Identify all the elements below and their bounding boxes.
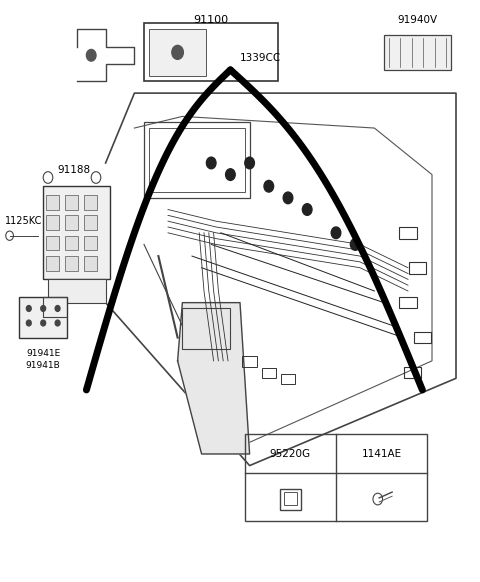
Text: 91940V: 91940V (397, 15, 438, 26)
Bar (65, 236, 78, 250)
Circle shape (172, 45, 183, 59)
Bar (262, 368, 276, 378)
Polygon shape (178, 303, 250, 454)
Bar (280, 489, 301, 510)
Bar (384, 35, 451, 70)
Bar (48, 279, 106, 303)
Bar (414, 332, 431, 343)
Bar (84, 236, 97, 250)
Circle shape (302, 204, 312, 215)
Circle shape (41, 320, 46, 326)
Bar (149, 29, 206, 76)
Bar (84, 195, 97, 210)
Bar (399, 227, 417, 239)
Circle shape (26, 320, 31, 326)
Bar (245, 434, 427, 521)
Bar (84, 256, 97, 271)
Text: 1339CC: 1339CC (240, 53, 281, 63)
Bar (149, 128, 245, 192)
Text: 91941E: 91941E (26, 349, 60, 358)
Bar (46, 236, 59, 250)
Bar (182, 308, 230, 349)
Bar (43, 186, 110, 279)
Text: 1141AE: 1141AE (361, 449, 402, 459)
Bar (46, 195, 59, 210)
Bar (19, 297, 67, 338)
Text: 91188: 91188 (58, 165, 91, 175)
Circle shape (41, 306, 46, 311)
Text: 91941B: 91941B (26, 361, 60, 370)
Circle shape (55, 306, 60, 311)
Circle shape (26, 306, 31, 311)
Bar (404, 367, 421, 378)
Text: 1125KC: 1125KC (5, 216, 42, 226)
Bar (65, 215, 78, 230)
Bar (84, 215, 97, 230)
Circle shape (86, 49, 96, 61)
Bar (399, 297, 417, 308)
Bar (46, 256, 59, 271)
Text: 91100: 91100 (193, 15, 229, 26)
Bar (409, 262, 426, 274)
Circle shape (350, 239, 360, 250)
Text: 95220G: 95220G (270, 449, 311, 459)
Bar (65, 195, 78, 210)
Bar (284, 492, 297, 505)
Bar (144, 23, 278, 81)
Bar (46, 215, 59, 230)
Bar (144, 122, 250, 198)
Circle shape (283, 192, 293, 204)
Circle shape (55, 320, 60, 326)
Circle shape (331, 227, 341, 239)
Bar (65, 256, 78, 271)
Circle shape (245, 157, 254, 169)
Bar (242, 356, 257, 367)
Circle shape (206, 157, 216, 169)
Bar (281, 374, 295, 384)
Circle shape (264, 180, 274, 192)
Circle shape (226, 169, 235, 180)
